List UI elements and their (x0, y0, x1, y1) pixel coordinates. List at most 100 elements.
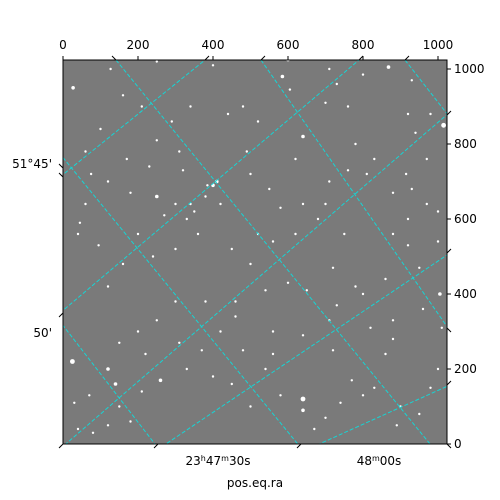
star-84 (113, 382, 118, 386)
star-130 (226, 112, 230, 116)
star-67 (354, 285, 357, 288)
star-97 (339, 401, 342, 404)
star-109 (440, 326, 443, 329)
star-64 (421, 307, 425, 311)
star-107 (331, 349, 335, 352)
star-104 (418, 412, 421, 416)
star-28 (204, 195, 207, 198)
star-60 (391, 232, 395, 236)
star-132 (256, 120, 260, 123)
star-134 (125, 157, 128, 161)
star-27 (206, 184, 209, 187)
dec-tick-4 (204, 55, 210, 61)
right-pixel-axis: 0 200 400 600 800 1000 (447, 62, 485, 451)
star-114 (200, 349, 203, 352)
star-81 (70, 359, 75, 364)
star-117 (106, 424, 110, 427)
star-127 (406, 112, 410, 116)
star-142 (384, 277, 387, 281)
star-111 (271, 352, 275, 356)
star-6 (288, 88, 292, 91)
ra-tick-8 (446, 327, 452, 333)
star-36 (129, 191, 132, 194)
star-116 (140, 390, 143, 393)
star-94 (300, 396, 306, 402)
star-2 (109, 67, 112, 71)
star-37 (106, 180, 110, 183)
star-24 (178, 150, 181, 153)
star-40 (78, 221, 82, 224)
star-19 (189, 105, 192, 108)
star-96 (324, 416, 327, 419)
dec-tick-label-2: 50' (33, 326, 52, 340)
coordinate-grid (63, 60, 447, 444)
top-tick-label-3: 600 (277, 38, 300, 52)
star-31 (193, 210, 196, 213)
ra-tick-4 (58, 443, 64, 449)
right-tick-label-1: 200 (454, 362, 477, 376)
star-16 (245, 150, 248, 153)
star-54 (365, 172, 368, 176)
dec-tick-1 (58, 312, 64, 318)
plot-frame (62, 59, 448, 445)
star-115 (178, 341, 181, 344)
right-tick-label-5: 1000 (454, 62, 485, 76)
ra-tick-label-1: 23h47m30s (186, 454, 251, 469)
dec-grid-line-0 (63, 60, 206, 176)
star-55 (391, 191, 395, 194)
star-15 (301, 134, 305, 139)
star-42 (106, 285, 110, 288)
star-1 (155, 60, 158, 63)
star-123 (301, 334, 305, 337)
ra-tick-7 (446, 110, 452, 116)
star-11 (410, 79, 413, 82)
star-39 (76, 232, 80, 236)
star-44 (151, 255, 155, 258)
star-138 (268, 187, 271, 191)
ra-tick-3 (58, 163, 64, 169)
star-50 (316, 217, 320, 221)
right-tick-label-2: 400 (454, 287, 477, 301)
star-43 (121, 262, 125, 266)
star-47 (249, 262, 252, 266)
star-148 (406, 217, 410, 221)
star-86 (129, 420, 132, 423)
star-125 (373, 157, 376, 161)
star-141 (331, 266, 335, 269)
star-75 (204, 300, 207, 303)
star-63 (438, 292, 442, 296)
star-65 (391, 319, 395, 322)
star-122 (271, 330, 275, 333)
star-88 (158, 378, 163, 383)
ra-tick-0 (111, 55, 117, 61)
dec-tick-marks (58, 55, 452, 386)
ra-grid-line-0 (63, 324, 156, 444)
star-61 (406, 244, 410, 247)
star-14 (414, 131, 417, 134)
star-113 (219, 330, 222, 333)
star-field (70, 60, 446, 434)
star-48 (271, 240, 275, 243)
star-100 (373, 386, 376, 389)
star-57 (410, 187, 413, 191)
sky-image-background (63, 60, 447, 444)
star-76 (174, 300, 177, 303)
dec-grid-line-2 (65, 113, 447, 444)
top-pixel-axis: 0 200 400 600 800 1000 (59, 38, 453, 60)
star-133 (84, 150, 87, 153)
star-129 (346, 105, 350, 108)
ra-tick-marks (58, 55, 452, 449)
star-93 (279, 394, 282, 397)
star-17 (294, 157, 297, 161)
star-77 (155, 319, 158, 322)
star-106 (436, 367, 440, 371)
ra-tick-1 (260, 55, 266, 61)
star-45 (174, 247, 177, 251)
star-79 (118, 341, 121, 344)
star-90 (211, 375, 215, 378)
star-136 (181, 169, 185, 172)
star-21 (121, 94, 125, 97)
star-147 (436, 240, 440, 243)
star-82 (88, 394, 91, 397)
